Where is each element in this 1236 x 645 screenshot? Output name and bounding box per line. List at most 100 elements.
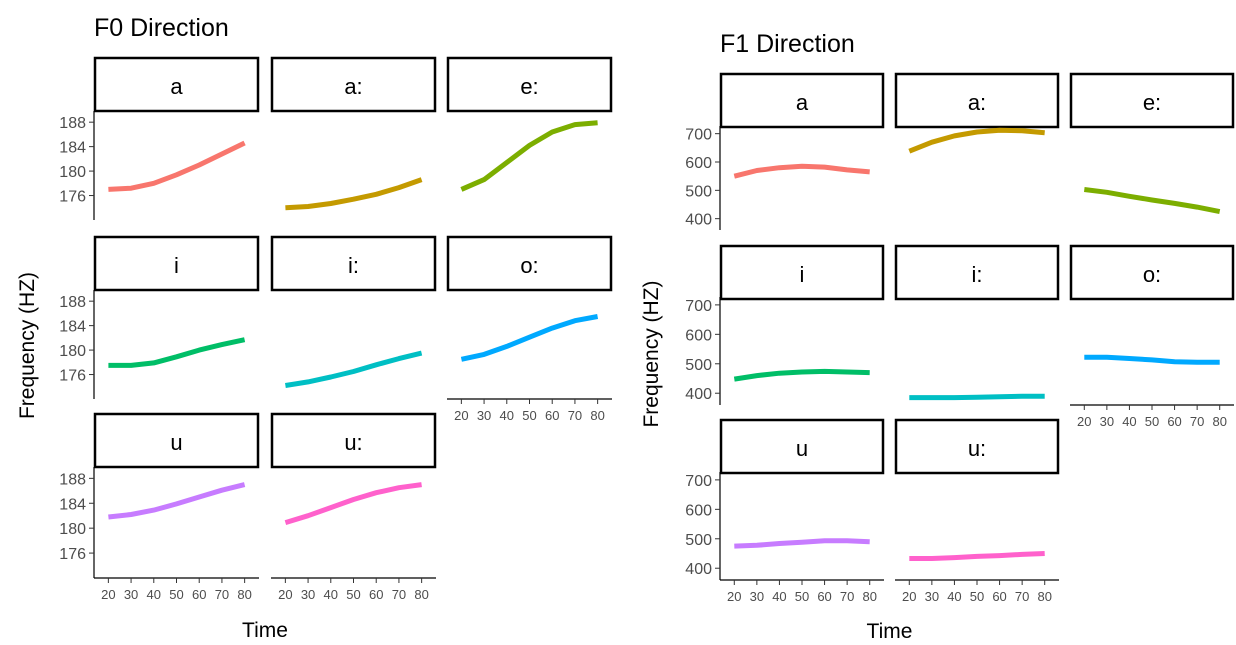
x-tick-label: 60 bbox=[1167, 414, 1181, 429]
x-tick-label: 50 bbox=[346, 587, 360, 602]
facet-strip-label: o: bbox=[520, 253, 538, 278]
x-tick-label: 40 bbox=[324, 587, 338, 602]
x-tick-label: 80 bbox=[590, 408, 604, 423]
x-tick-label: 40 bbox=[772, 589, 786, 604]
x-tick-label: 80 bbox=[862, 589, 876, 604]
y-tick-label: 176 bbox=[59, 368, 86, 385]
series-line-i bbox=[733, 368, 870, 382]
facet-strip bbox=[894, 72, 1060, 129]
facet-panel-e-long: e: bbox=[446, 56, 613, 192]
x-tick-label: 70 bbox=[1190, 414, 1204, 429]
y-tick-label: 500 bbox=[685, 532, 712, 549]
x-tick-label: 50 bbox=[169, 587, 183, 602]
facet-panel-a: a 176 180 184 188 bbox=[59, 56, 260, 220]
facet-panel-i-long: i: bbox=[270, 235, 437, 388]
x-tick-label: 30 bbox=[124, 587, 138, 602]
y-tick-label: 180 bbox=[59, 343, 86, 360]
chart-title: F0 Direction bbox=[94, 14, 229, 42]
x-tick-label: 40 bbox=[500, 408, 514, 423]
x-tick-label: 30 bbox=[301, 587, 315, 602]
facet-panel-i: i 176 180 184 188 bbox=[59, 235, 260, 399]
x-tick-label: 50 bbox=[970, 589, 984, 604]
facet-strip-label: i bbox=[800, 262, 805, 287]
x-tick-label: 20 bbox=[1077, 414, 1091, 429]
y-tick-label: 184 bbox=[59, 319, 86, 336]
x-tick-label: 40 bbox=[1122, 414, 1136, 429]
x-tick-label: 30 bbox=[925, 589, 939, 604]
series-line-e-long bbox=[1083, 187, 1221, 215]
x-tick-label: 20 bbox=[454, 408, 468, 423]
facet-strip-label: a bbox=[796, 90, 809, 115]
x-tick-label: 60 bbox=[192, 587, 206, 602]
x-tick-label: 50 bbox=[522, 408, 536, 423]
x-tick-label: 20 bbox=[727, 589, 741, 604]
facet-strip bbox=[719, 244, 885, 301]
facet-panel-a-long: a: bbox=[894, 72, 1060, 154]
facet-strip bbox=[446, 56, 613, 113]
y-tick-label: 176 bbox=[59, 546, 86, 563]
x-tick-label: 60 bbox=[369, 587, 383, 602]
x-tick-label: 80 bbox=[1212, 414, 1226, 429]
facet-panel-e-long: e: bbox=[1069, 72, 1235, 215]
facet-strip-label: i bbox=[174, 253, 179, 278]
series-line-a bbox=[733, 163, 870, 179]
x-tick-label: 30 bbox=[750, 589, 764, 604]
x-tick-label: 70 bbox=[392, 587, 406, 602]
facet-panel-a: a 400 500 600 700 bbox=[685, 72, 885, 230]
x-axis-title: Time bbox=[242, 619, 288, 642]
x-tick-label: 80 bbox=[237, 587, 251, 602]
facet-strip bbox=[270, 235, 437, 292]
series-line-a-long bbox=[908, 127, 1045, 154]
facet-strip bbox=[1069, 244, 1235, 301]
facet-strip bbox=[719, 72, 885, 129]
series-line-i bbox=[108, 337, 246, 368]
y-tick-label: 600 bbox=[685, 327, 712, 344]
y-tick-label: 600 bbox=[685, 155, 712, 172]
series-line-o-long bbox=[460, 314, 599, 362]
x-tick-label: 40 bbox=[947, 589, 961, 604]
facet-strip-label: i: bbox=[972, 262, 983, 287]
y-axis-title: Frequency (HZ) bbox=[640, 280, 663, 427]
facet-strip-label: i: bbox=[348, 253, 359, 278]
facet-panel-o-long: o: 20 30 40 50 60 70 80 bbox=[446, 235, 613, 423]
x-tick-label: 20 bbox=[101, 587, 115, 602]
x-tick-label: 70 bbox=[215, 587, 229, 602]
series-line-u bbox=[108, 482, 246, 520]
series-line-a-long bbox=[285, 177, 423, 211]
facet-strip bbox=[1069, 72, 1235, 129]
series-line-e-long bbox=[460, 120, 598, 192]
series-line-u-long bbox=[909, 551, 1045, 561]
chart-1: F0 Direction a 176 180 184 188 a: e: i 176 180 184 1… bbox=[16, 14, 613, 642]
x-tick-label: 30 bbox=[477, 408, 491, 423]
series-line-i-long bbox=[909, 393, 1045, 401]
y-tick-label: 500 bbox=[685, 357, 712, 374]
facet-panel-u: u 400 500 600 700 20 30 40 50 60 70 80 bbox=[685, 418, 885, 604]
facet-panel-a-long: a: bbox=[270, 56, 437, 211]
y-tick-label: 184 bbox=[59, 140, 86, 157]
y-tick-label: 400 bbox=[685, 386, 712, 403]
y-tick-label: 600 bbox=[685, 502, 712, 519]
facet-strip-label: a: bbox=[344, 74, 362, 99]
y-tick-label: 500 bbox=[685, 183, 712, 200]
facet-strip bbox=[270, 56, 437, 113]
y-tick-label: 188 bbox=[59, 294, 86, 311]
facet-panel-u: u 176 180 184 188 20 30 40 50 60 70 80 bbox=[59, 412, 260, 602]
x-tick-label: 60 bbox=[545, 408, 559, 423]
x-tick-label: 40 bbox=[147, 587, 161, 602]
facet-strip bbox=[93, 412, 260, 469]
facet-strip bbox=[894, 418, 1060, 475]
facet-strip-label: a: bbox=[968, 90, 986, 115]
y-tick-label: 700 bbox=[685, 298, 712, 315]
x-tick-label: 50 bbox=[795, 589, 809, 604]
facet-strip bbox=[93, 235, 260, 292]
x-tick-label: 50 bbox=[1145, 414, 1159, 429]
x-tick-label: 20 bbox=[278, 587, 292, 602]
x-tick-label: 80 bbox=[1037, 589, 1051, 604]
series-line-u-long bbox=[284, 482, 422, 525]
x-tick-label: 70 bbox=[840, 589, 854, 604]
x-tick-label: 20 bbox=[902, 589, 916, 604]
y-tick-label: 176 bbox=[59, 189, 86, 206]
facet-strip-label: u bbox=[170, 430, 182, 455]
series-line-a bbox=[108, 140, 246, 192]
